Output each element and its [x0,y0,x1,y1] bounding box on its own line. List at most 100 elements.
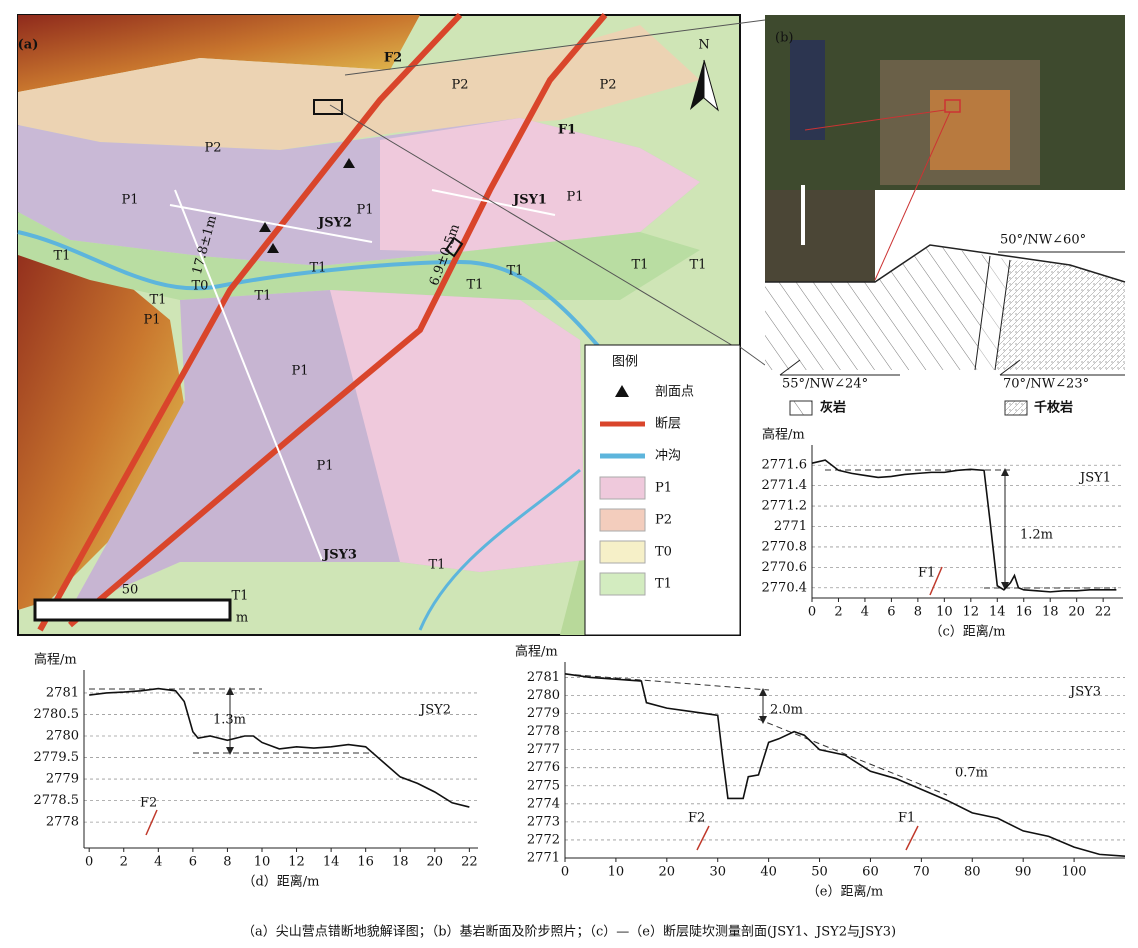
map-label: T0 [192,279,209,294]
map-label: T1 [232,589,249,604]
map-label: P2 [204,141,221,156]
y-tick-label: 2779.5 [34,750,80,765]
x-tick-label: 50 [811,865,828,880]
x-tick-label: 10 [936,605,953,620]
profile-line [564,673,1126,857]
legend-symbol [615,385,629,397]
x-tick-label: 16 [1015,605,1032,620]
x-tick-label: 2 [120,855,128,870]
x-tick-label: 22 [1095,605,1112,620]
y-axis-label: 高程/m [762,427,805,443]
x-tick-label: 8 [914,605,922,620]
y-tick-label: 2778.5 [34,793,80,808]
y-tick-label: 2770.8 [762,539,808,554]
map-label: T1 [690,258,707,273]
x-tick-label: 0 [85,855,93,870]
y-tick-label: 2774 [527,796,560,811]
map-label: P2 [451,78,468,93]
fault-marker [696,825,710,851]
series-label: JSY3 [1068,685,1101,700]
annotation: F2 [140,796,157,811]
map-label: T1 [150,293,167,308]
map-label: m [236,611,248,626]
map-label: P1 [356,203,373,218]
y-tick-label: 2777 [527,742,560,757]
y-tick-label: 2779 [527,706,560,721]
y-tick-label: 2773 [527,814,560,829]
series-label: JSY1 [1078,471,1111,486]
series-label: JSY2 [418,703,451,718]
y-axis-label: 高程/m [515,644,558,660]
x-tick-label: 20 [427,855,444,870]
x-tick-label: 12 [288,855,305,870]
y-tick-label: 2770.6 [762,560,808,575]
rock-label: 灰岩 [820,400,846,416]
annotation: 1.2m [1020,528,1053,543]
map-label: T1 [632,258,649,273]
photo-panel [765,15,1126,416]
x-tick-label: 2 [834,605,842,620]
x-tick-label: 0 [808,605,816,620]
rock-label: 千枚岩 [1034,400,1073,416]
legend-label: 冲沟 [655,449,681,464]
x-tick-label: 20 [659,865,676,880]
x-tick-label: 4 [154,855,162,870]
y-tick-label: 2770.4 [762,580,808,595]
x-axis-label: （c）距离/m [930,624,1006,640]
x-tick-label: 10 [254,855,271,870]
profile-line [89,687,470,808]
legend-label: T1 [655,577,672,592]
x-axis-label: （e）距离/m [807,884,883,900]
legend-label: 断层 [655,417,681,432]
attitude-label: 50°/NW∠60° [1000,233,1086,248]
fault-marker [145,809,158,836]
y-tick-label: 2771.6 [762,458,808,473]
annotation: 2.0m [770,703,803,718]
map-label: JSY3 [322,548,357,563]
map-label: P1 [121,193,138,208]
map-label: N [698,38,709,53]
fault-marker [929,566,943,596]
map-label: T1 [255,289,272,304]
map-label: T1 [467,278,484,293]
legend-symbol [599,476,646,500]
attitude-label: 55°/NW∠24° [782,377,868,392]
x-tick-label: 12 [963,605,980,620]
map-label: P1 [566,190,583,205]
legend-title: 图例 [612,355,638,370]
legend-label: P2 [655,513,672,528]
y-tick-label: 2780.5 [34,707,80,722]
map [17,12,766,636]
caption: （a）尖山营点错断地貌解译图；（b）基岩断面及阶步照片；（c）—（e）断层陡坎测… [242,925,896,940]
x-tick-label: 22 [461,855,478,870]
legend-label: T0 [655,545,672,560]
legend-label: P1 [655,481,672,496]
y-tick-label: 2779 [46,772,79,787]
map-label: F2 [384,51,402,66]
y-tick-label: 2778 [527,724,560,739]
x-tick-label: 14 [323,855,340,870]
reference-line [757,718,948,796]
map-label: T1 [507,264,524,279]
x-tick-label: 100 [1062,865,1087,880]
map-label: JSY1 [512,193,547,208]
x-tick-label: 90 [1015,865,1032,880]
x-tick-label: 4 [861,605,869,620]
reference-line [564,673,770,691]
map-label: P2 [599,78,616,93]
annotation: F2 [688,811,705,826]
y-tick-label: 2771 [527,851,560,866]
y-tick-label: 2780 [527,688,560,703]
x-tick-label: 80 [964,865,981,880]
map-label: JSY2 [317,216,352,231]
legend-symbol [599,572,646,596]
y-tick-label: 2775 [527,778,560,793]
map-label: T1 [54,249,71,264]
profile-line [811,459,1117,593]
map-label: T1 [429,558,446,573]
x-tick-label: 0 [561,865,569,880]
y-tick-label: 2771.4 [762,478,808,493]
annotation: F1 [918,566,935,581]
map-label: P1 [316,459,333,474]
